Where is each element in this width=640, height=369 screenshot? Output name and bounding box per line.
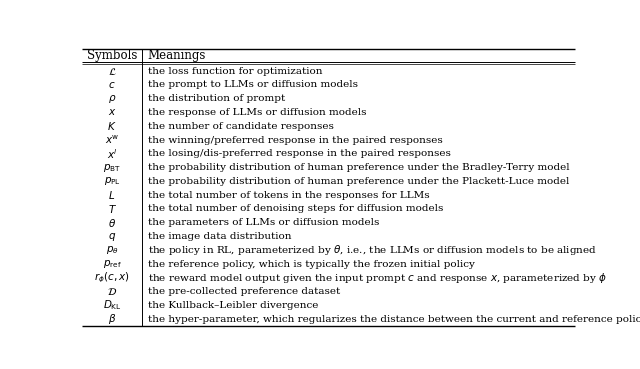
Text: the Kullback–Leibler divergence: the Kullback–Leibler divergence xyxy=(148,301,318,310)
Text: $q$: $q$ xyxy=(108,231,116,242)
Text: the number of candidate responses: the number of candidate responses xyxy=(148,122,333,131)
Text: $x^{l}$: $x^{l}$ xyxy=(107,147,118,161)
Text: $\rho$: $\rho$ xyxy=(108,93,116,105)
Text: the total number of denoising steps for diffusion models: the total number of denoising steps for … xyxy=(148,204,443,213)
Text: $\theta$: $\theta$ xyxy=(108,217,116,229)
Text: the prompt to LLMs or diffusion models: the prompt to LLMs or diffusion models xyxy=(148,80,358,89)
Text: $c$: $c$ xyxy=(108,80,116,90)
Text: $D_{\mathrm{KL}}$: $D_{\mathrm{KL}}$ xyxy=(102,299,122,312)
Text: the reward model output given the input prompt $c$ and response $x$, parameteriz: the reward model output given the input … xyxy=(148,271,607,285)
Text: the distribution of prompt: the distribution of prompt xyxy=(148,94,285,103)
Text: the hyper-parameter, which regularizes the distance between the current and refe: the hyper-parameter, which regularizes t… xyxy=(148,315,640,324)
Text: the pre-collected preference dataset: the pre-collected preference dataset xyxy=(148,287,340,296)
Text: $T$: $T$ xyxy=(108,203,116,215)
Text: Symbols: Symbols xyxy=(87,49,137,62)
Text: $r_{\phi}(c, x)$: $r_{\phi}(c, x)$ xyxy=(94,271,130,285)
Text: the reference policy, which is typically the frozen initial policy: the reference policy, which is typically… xyxy=(148,260,474,269)
Text: $x^{\mathrm{w}}$: $x^{\mathrm{w}}$ xyxy=(105,134,119,146)
Text: the total number of tokens in the responses for LLMs: the total number of tokens in the respon… xyxy=(148,191,429,200)
Text: the winning/preferred response in the paired responses: the winning/preferred response in the pa… xyxy=(148,135,442,145)
Text: $\mathcal{L}$: $\mathcal{L}$ xyxy=(108,66,116,77)
Text: the losing/dis-preferred response in the paired responses: the losing/dis-preferred response in the… xyxy=(148,149,451,158)
Text: $p_{\mathrm{BT}}$: $p_{\mathrm{BT}}$ xyxy=(103,162,121,173)
Text: $p_{\mathrm{PL}}$: $p_{\mathrm{PL}}$ xyxy=(104,175,120,187)
Text: the response of LLMs or diffusion models: the response of LLMs or diffusion models xyxy=(148,108,366,117)
Text: $\mathcal{D}$: $\mathcal{D}$ xyxy=(107,286,117,297)
Text: $K$: $K$ xyxy=(108,120,116,132)
Text: the parameters of LLMs or diffusion models: the parameters of LLMs or diffusion mode… xyxy=(148,218,379,227)
Text: $x$: $x$ xyxy=(108,107,116,117)
Text: the image data distribution: the image data distribution xyxy=(148,232,291,241)
Text: $p_{\mathrm{ref}}$: $p_{\mathrm{ref}}$ xyxy=(102,258,122,270)
Text: $\beta$: $\beta$ xyxy=(108,312,116,326)
Text: the policy in RL, parameterized by $\theta$, i.e., the LLMs or diffusion models : the policy in RL, parameterized by $\the… xyxy=(148,243,596,257)
Text: the probability distribution of human preference under the Bradley-Terry model: the probability distribution of human pr… xyxy=(148,163,569,172)
Text: the probability distribution of human preference under the Plackett-Luce model: the probability distribution of human pr… xyxy=(148,177,569,186)
Text: Meanings: Meanings xyxy=(148,49,206,62)
Text: the loss function for optimization: the loss function for optimization xyxy=(148,66,322,76)
Text: $p_{\theta}$: $p_{\theta}$ xyxy=(106,244,118,256)
Text: $L$: $L$ xyxy=(108,189,116,201)
